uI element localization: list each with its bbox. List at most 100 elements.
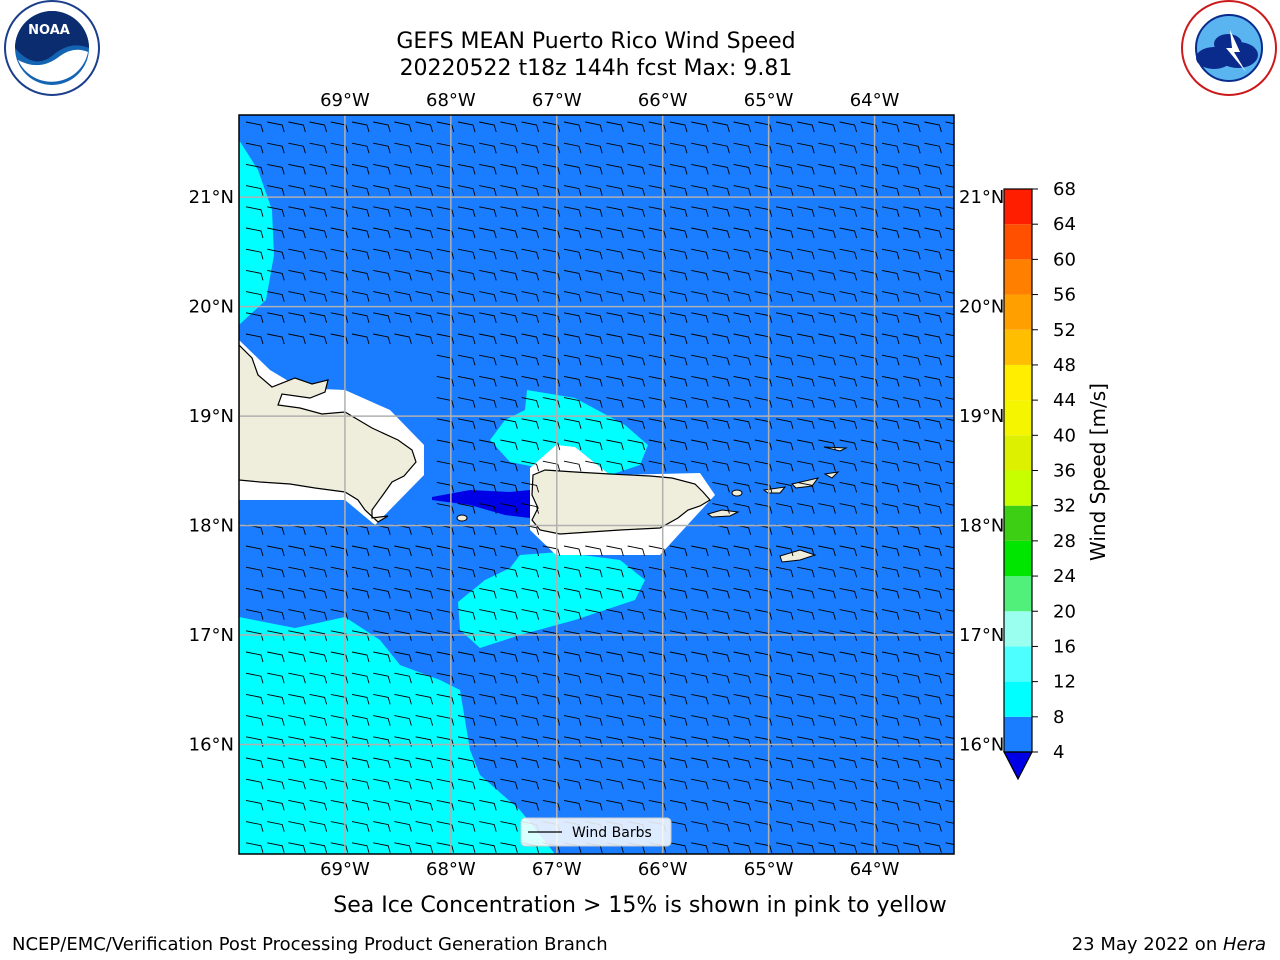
wind-barb [585,185,603,196]
wind-barb [881,821,900,832]
wind-barb [924,269,942,281]
wind-barb [415,227,434,239]
wind-barb [903,375,921,387]
wind-barb [585,163,603,175]
wind-barb [245,842,264,853]
wind-barb [457,333,476,345]
wind-barb [733,503,752,514]
wind-barb [627,545,646,557]
wind-barb [669,545,688,557]
lat-label-right: 17°N [959,625,1004,646]
wind-barb [627,693,646,705]
wind-barb [754,757,773,769]
run-date-text: 23 May 2022 on [1072,934,1223,955]
wind-barb [775,121,794,133]
wind-barb [606,185,624,196]
wind-barb [839,269,858,281]
wind-barb [945,693,954,697]
wind-barb [373,333,391,345]
wind-barb [669,566,688,578]
wind-barb [606,227,624,239]
wind-barb [479,693,497,705]
wind-barb [542,545,561,557]
wind-barb [351,333,370,345]
wind-barb [797,503,815,514]
wind-barb [691,651,709,663]
wind-barb [309,715,328,726]
wind-barb [839,142,858,154]
wind-barb [669,333,688,345]
wind-barb [563,397,582,408]
island-st-croix [779,549,817,563]
wind-barb [415,206,434,217]
wind-barb [521,163,540,175]
wind-barb [733,206,752,217]
wind-barb [309,799,328,811]
wind-barb [903,269,921,281]
wind-barb [585,651,603,663]
wind-barb [648,757,667,769]
wind-barb [521,248,540,260]
wind-barb [881,757,900,769]
wind-barb [669,269,688,281]
wind-barb [924,312,942,323]
latitude-labels-left: 21°N 20°N 19°N 18°N 17°N 16°N [189,187,234,755]
wind-barb [775,609,794,620]
wind-barb [797,481,815,493]
wind-barb [436,609,455,620]
wind-barb [860,248,879,260]
wind-barb [500,142,518,154]
wind-barb [373,693,391,705]
wind-barb [288,545,306,557]
wind-barb [903,566,921,578]
wind-barb [309,566,328,578]
wind-barb [606,587,624,599]
wind-barb [860,566,879,578]
wind-barb [754,460,773,472]
wind-barb [733,778,752,790]
wind-barb [627,651,646,663]
wind-barb [288,206,306,217]
wind-barb [267,693,285,705]
wind-barb [309,291,328,302]
wind-barb [712,778,730,790]
wind-barb [479,715,497,726]
wind-barb [267,163,285,175]
wind-barb [775,248,794,260]
legend-label: Wind Barbs [572,825,652,841]
wind-barb [669,672,688,684]
wind-barb [648,375,667,387]
wind-barb [881,842,900,853]
colorbar-bin [1004,470,1032,506]
wind-barb [563,651,582,663]
wind-barb [818,587,836,599]
colorbar-tick-label: 68 [1053,179,1076,200]
colorbar-label: Wind Speed [m/s] [1086,383,1110,561]
wind-barb [606,354,624,366]
wind-barb [691,630,709,641]
wind-barb [542,566,561,578]
wind-barb [330,587,349,599]
wind-barb [754,566,773,578]
wind-barb [627,778,646,790]
longitude-labels-top: 69°W 68°W 67°W 66°W 65°W 64°W [320,90,900,111]
wind-barb [563,778,582,790]
wind-barb [267,842,285,853]
wind-barb [712,651,730,663]
wind-barb [245,163,264,175]
wind-barb [415,757,434,769]
wind-barb [267,715,285,726]
wind-barb [754,503,773,514]
wind-barb [691,757,709,769]
wind-barb [775,693,794,705]
wind-barb [669,778,688,790]
wind-barb [712,693,730,705]
wind-barb [881,715,900,726]
colorbar-bin [1004,435,1032,471]
wind-barb [860,206,879,217]
wind-barb [351,799,370,811]
wind-barb [479,248,497,260]
wind-barb [669,185,688,196]
wind-barb [479,672,497,684]
wind-barb [309,248,328,260]
